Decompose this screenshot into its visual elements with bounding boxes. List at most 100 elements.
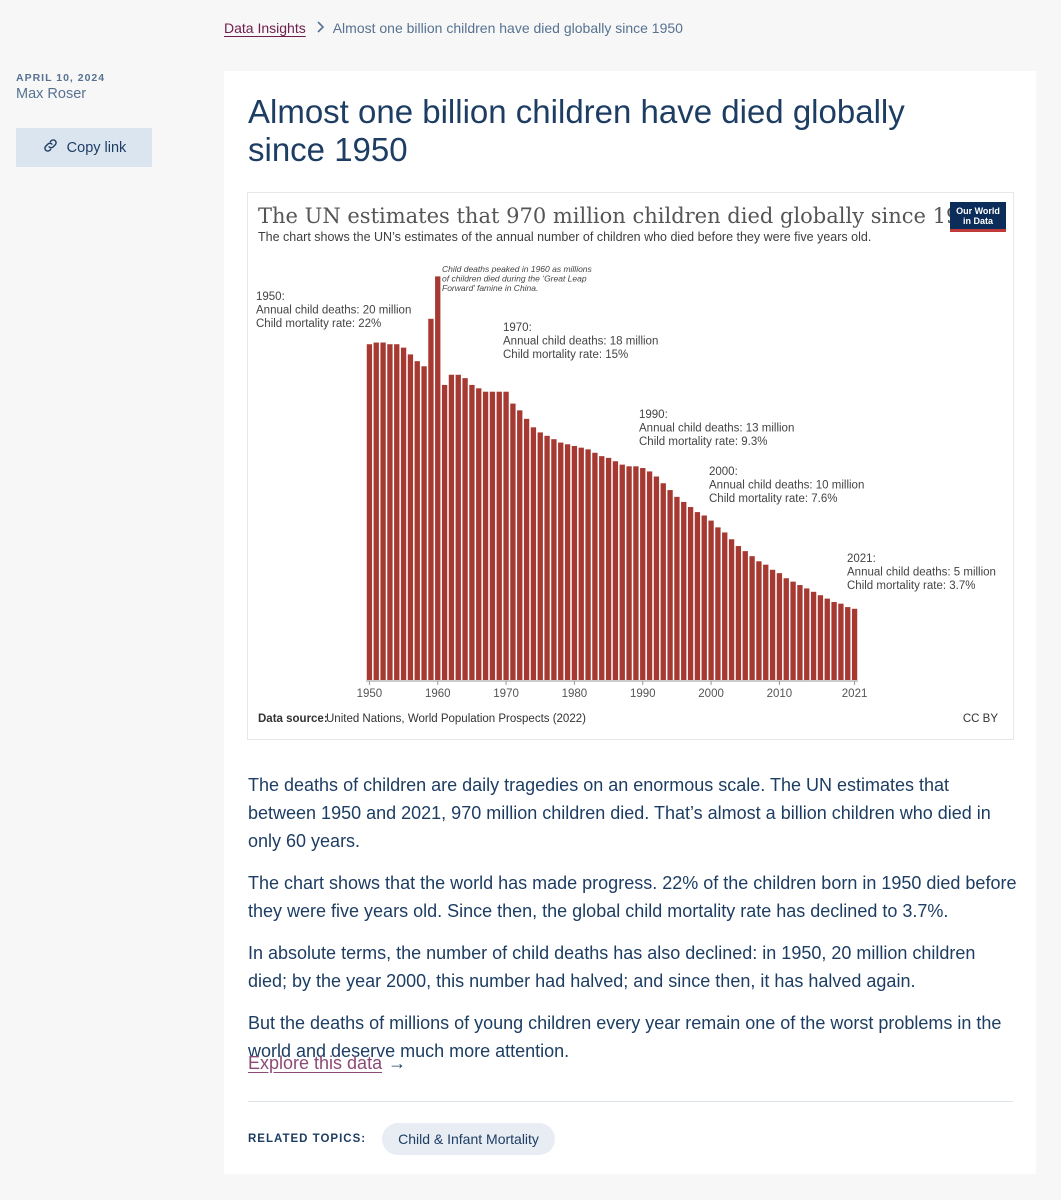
bar-2012[interactable] (790, 581, 796, 680)
bar-2010[interactable] (776, 573, 783, 680)
chart-title: The UN estimates that 970 million childr… (258, 204, 986, 228)
bar-2002[interactable] (722, 532, 728, 680)
bar-1985[interactable] (605, 457, 612, 680)
copy-link-button[interactable]: Copy link (16, 128, 152, 167)
bar-2018[interactable] (831, 601, 837, 680)
bar-2016[interactable] (817, 595, 824, 680)
bar-1986[interactable] (612, 461, 619, 680)
topic-chip-child-infant-mortality[interactable]: Child & Infant Mortality (382, 1123, 555, 1155)
bar-1982[interactable] (585, 449, 591, 680)
bar-2017[interactable] (824, 598, 830, 680)
bar-2001[interactable] (715, 527, 721, 681)
data-source-link[interactable]: United Nations, World Population Prospec… (326, 713, 586, 725)
article-card: Almost one billion children have died gl… (224, 71, 1036, 1174)
annotation-line: 1990: (639, 409, 668, 421)
bar-1961[interactable] (441, 384, 448, 680)
bar-1963[interactable] (455, 374, 461, 680)
bar-2009[interactable] (769, 569, 776, 680)
bar-2020[interactable] (845, 607, 851, 680)
bar-1994[interactable] (667, 490, 673, 680)
bar-1959[interactable] (428, 318, 434, 680)
paragraph: The deaths of children are daily tragedi… (248, 775, 991, 851)
bar-1968[interactable] (489, 391, 496, 680)
x-axis: 1950 1960 1970 1980 1990 2000 2010 2021 (357, 680, 868, 700)
bar-1984[interactable] (599, 456, 605, 680)
annotation-line: Annual child deaths: 20 million (256, 305, 411, 317)
bar-2005[interactable] (742, 551, 748, 680)
bar-1997[interactable] (687, 507, 694, 680)
logo-line-1: Our World (956, 206, 1000, 216)
bar-1988[interactable] (626, 466, 632, 680)
bar-1987[interactable] (619, 464, 625, 680)
license-link[interactable]: CC BY (963, 713, 998, 725)
bar-1995[interactable] (674, 496, 680, 680)
bar-1993[interactable] (660, 483, 666, 680)
explore-data-link[interactable]: Explore this data → (248, 1053, 406, 1074)
bar-1957[interactable] (414, 361, 420, 680)
bar-1952[interactable] (380, 342, 386, 680)
bar-1991[interactable] (646, 471, 653, 680)
bar-1998[interactable] (694, 512, 701, 680)
bar-1999[interactable] (701, 515, 707, 681)
bar-1976[interactable] (544, 435, 550, 680)
bar-2008[interactable] (763, 564, 769, 680)
bar-2011[interactable] (783, 578, 789, 680)
bar-1980[interactable] (571, 445, 578, 680)
bar-2006[interactable] (749, 556, 755, 680)
bar-1969[interactable] (496, 391, 502, 680)
bar-1978[interactable] (558, 442, 564, 680)
bar-1996[interactable] (681, 501, 687, 680)
bar-1966[interactable] (476, 388, 482, 680)
bar-2004[interactable] (735, 546, 742, 680)
bar-1958[interactable] (421, 366, 427, 680)
bar-1960[interactable] (435, 276, 441, 680)
bar-2015[interactable] (810, 591, 817, 680)
bar-1973[interactable] (523, 418, 530, 680)
bar-1983[interactable] (592, 452, 598, 680)
annotation-line: Annual child deaths: 5 million (847, 567, 996, 579)
paragraph: In absolute terms, the number of child d… (248, 943, 976, 991)
chart-subtitle: The chart shows the UN’s estimates of th… (258, 230, 871, 244)
bar-1950[interactable] (366, 344, 373, 680)
bar-1962[interactable] (448, 374, 455, 680)
bar-1979[interactable] (564, 444, 571, 680)
bar-2014[interactable] (804, 588, 810, 681)
bar-2000[interactable] (708, 520, 714, 680)
bar-1974[interactable] (530, 427, 537, 680)
bar-1992[interactable] (653, 476, 660, 681)
bar-1953[interactable] (387, 344, 393, 680)
annotation-1950: 1950: Annual child deaths: 20 million Chil… (256, 291, 411, 330)
bar-1955[interactable] (400, 347, 407, 680)
annotation-line: 1970: (503, 322, 532, 334)
bar-1965[interactable] (469, 384, 475, 680)
explore-data-label[interactable]: Explore this data (248, 1053, 383, 1073)
bar-1972[interactable] (517, 410, 523, 680)
bar-1956[interactable] (407, 354, 414, 680)
bar-1971[interactable] (510, 403, 516, 680)
x-tick-label: 1950 (357, 688, 383, 700)
annotation-line: of children died during the ‘Great Leap (442, 274, 587, 284)
bar-1977[interactable] (551, 439, 557, 680)
annotation-line: Child mortality rate: 9.3% (639, 436, 767, 448)
bar-1989[interactable] (633, 466, 639, 680)
logo-line-2: in Data (963, 216, 994, 226)
bar-1954[interactable] (394, 344, 400, 680)
x-tick-label: 2021 (842, 688, 868, 700)
related-topics-label: RELATED TOPICS: (248, 1133, 367, 1145)
breadcrumb-link-data-insights[interactable]: Data Insights (224, 20, 306, 36)
bar-1975[interactable] (537, 432, 543, 680)
bar-2007[interactable] (756, 561, 762, 680)
bar-2003[interactable] (728, 539, 735, 680)
annotation-line: 2021: (847, 553, 876, 565)
bar-1970[interactable] (503, 391, 509, 680)
bar-2021[interactable] (851, 608, 858, 680)
x-tick-label: 2010 (767, 688, 793, 700)
chart-annotations: 1950: Annual child deaths: 20 million Chil… (256, 264, 996, 592)
bar-2013[interactable] (797, 585, 803, 680)
bar-1964[interactable] (462, 378, 468, 680)
bar-1981[interactable] (578, 447, 584, 680)
bar-1967[interactable] (482, 391, 489, 680)
bar-2019[interactable] (838, 603, 844, 680)
bar-1990[interactable] (640, 468, 646, 680)
bar-1951[interactable] (373, 342, 379, 680)
